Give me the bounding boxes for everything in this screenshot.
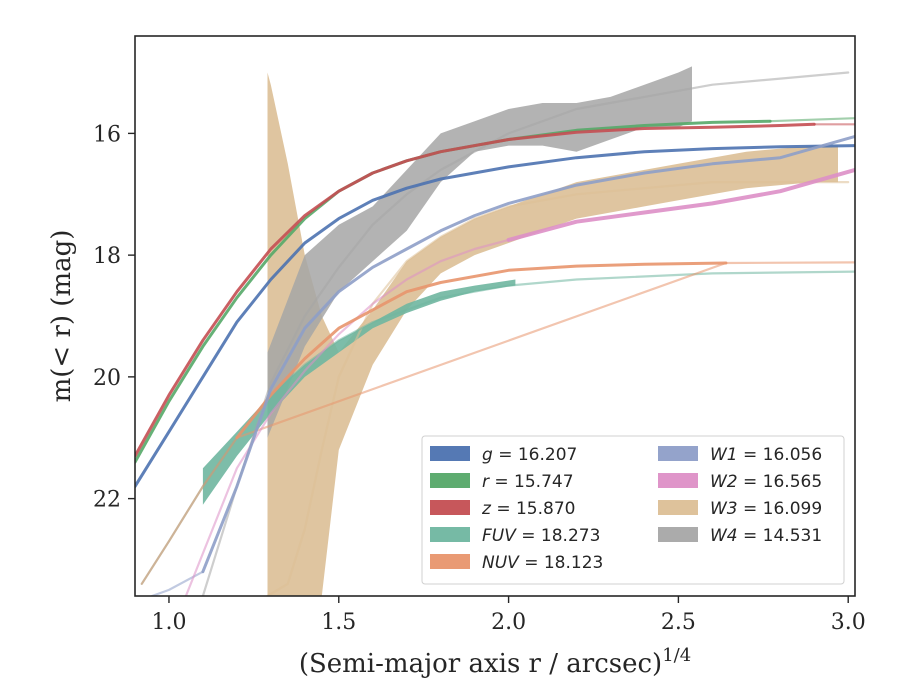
band-w4 <box>267 66 692 438</box>
legend-label-w1: W1 = 16.056 <box>710 445 822 465</box>
legend-label-r: r = 15.747 <box>482 472 574 492</box>
model-line-w2 <box>184 238 510 596</box>
legend-swatch-w1 <box>658 446 698 461</box>
x-axis-label: (Semi-major axis r / arcsec)1/4 <box>299 645 691 679</box>
legend-swatch-g <box>430 446 470 461</box>
legend: g = 16.207 r = 15.747 z = 15.870 FUV = 18.2… <box>421 435 845 585</box>
x-tick-label: 2.5 <box>661 610 696 635</box>
legend-swatch-w2 <box>658 473 698 488</box>
x-tick-label: 1.5 <box>321 610 356 635</box>
legend-swatch-w4 <box>658 527 698 542</box>
data-line-w1 <box>201 134 855 574</box>
plot-frame <box>134 35 856 597</box>
legend-label-w3: W3 = 16.099 <box>710 499 822 519</box>
legend-label-z: z = 15.870 <box>481 499 575 519</box>
x-tick-label: 3.0 <box>831 610 866 635</box>
legend-swatch-z <box>430 500 470 515</box>
model-line-r <box>769 117 855 123</box>
y-axis-label: m(< r) (mag) <box>47 230 77 403</box>
legend-swatch-fuv <box>430 527 470 542</box>
data-curves <box>135 119 855 574</box>
plot-area <box>135 66 855 596</box>
legend-label-nuv: NUV = 18.123 <box>482 553 603 573</box>
model-line-w1 <box>150 570 204 596</box>
legend-swatch-nuv <box>430 554 470 569</box>
data-line-z <box>135 122 816 458</box>
x-tick-label: 1.0 <box>151 610 186 635</box>
legend-swatch-r <box>430 473 470 488</box>
legend-swatch-w3 <box>658 500 698 515</box>
legend-label-w2: W2 = 16.565 <box>710 472 822 492</box>
x-axis-ticks: 1.0 1.5 2.0 2.5 3.0 <box>151 596 866 635</box>
legend-label-g: g = 16.207 <box>482 445 577 465</box>
legend-label-fuv: FUV = 18.273 <box>482 526 600 546</box>
y-tick-label: 22 <box>93 488 121 513</box>
y-axis-ticks: 16 18 20 22 <box>93 122 135 513</box>
legend-label-w4: W4 = 14.531 <box>710 526 822 546</box>
legend-box <box>421 435 845 585</box>
x-axis-label-superscript: 1/4 <box>662 645 691 666</box>
data-line-nuv <box>235 261 728 440</box>
model-line-nuv <box>140 261 855 585</box>
y-tick-label: 16 <box>93 122 121 147</box>
uncertainty-bands <box>202 66 838 596</box>
y-tick-label: 20 <box>93 366 121 391</box>
x-tick-label: 2.0 <box>491 610 526 635</box>
model-line-w3 <box>266 181 850 596</box>
y-tick-label: 18 <box>93 244 121 269</box>
data-line-g <box>135 144 855 488</box>
data-line-w2 <box>506 167 855 242</box>
band-w3 <box>267 72 838 596</box>
